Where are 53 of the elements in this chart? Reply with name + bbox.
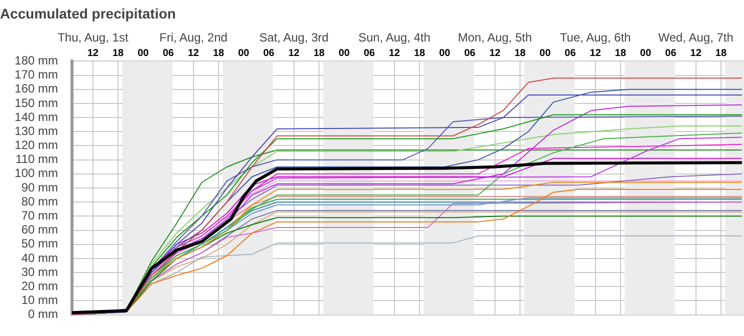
x-tick-label: 12	[288, 48, 300, 59]
x-tick-label: 06	[564, 48, 576, 59]
x-tick-label: 12	[388, 48, 400, 59]
x-tick-label: 06	[364, 48, 376, 59]
y-tick-label: 110 mm	[16, 152, 58, 166]
y-tick-label: 0 mm	[28, 307, 58, 322]
y-tick-label: 80 mm	[21, 194, 58, 208]
x-tick-label: 06	[263, 48, 275, 59]
x-tick-label: 00	[238, 48, 250, 59]
x-tick-label: 12	[690, 48, 702, 59]
y-tick-label: 100 mm	[14, 166, 58, 180]
y-tick-label: 150 mm	[14, 96, 58, 110]
x-tick-label: 18	[112, 48, 124, 59]
y-tick-label: 20 mm	[21, 278, 58, 293]
x-tick-label: 18	[313, 48, 326, 59]
y-tick-label: 40 mm	[21, 250, 58, 265]
x2-tick-label: Tue, Aug, 6th	[560, 30, 631, 44]
y-tick-label: 140 mm	[14, 110, 58, 124]
x-tick-label: 18	[414, 48, 426, 59]
x-tick-label: 12	[590, 48, 602, 59]
x2-tick-label: Thu, Aug, 1st	[58, 30, 129, 44]
x2-tick-label: Sun, Aug, 4th	[358, 30, 430, 44]
x-tick-label: 00	[138, 48, 150, 59]
x-tick-label: 12	[489, 48, 501, 59]
x-tick-label: 18	[614, 48, 626, 59]
x-tick-label: 00	[640, 48, 652, 59]
x2-tick-label: Wed, Aug, 7th	[658, 30, 734, 44]
y-tick-label: 10 mm	[21, 293, 58, 308]
y-tick-label: 170 mm	[14, 68, 58, 82]
x-tick-label: 18	[212, 48, 225, 59]
x-tick-label: 00	[338, 48, 350, 59]
y-tick-label: 120 mm	[14, 138, 58, 152]
x-tick-label: 18	[514, 48, 526, 59]
x-tick-label: 06	[464, 48, 476, 59]
y-tick-label: 130 mm	[14, 124, 58, 138]
y-tick-label: 50 mm	[21, 236, 58, 251]
chart-title: Accumulated precipitation	[0, 5, 176, 22]
x-tick-label: 18	[715, 48, 727, 59]
x2-tick-label: Fri, Aug, 2nd	[159, 30, 228, 44]
y-tick-label: 160 mm	[14, 82, 58, 96]
x2-tick-label: Mon, Aug, 5th	[458, 30, 532, 44]
y-tick-label: 70 mm	[21, 208, 58, 222]
y-tick-label: 90 mm	[21, 180, 58, 194]
y-tick-label: 60 mm	[21, 222, 58, 237]
x2-tick-label: Sat, Aug, 3rd	[259, 30, 329, 44]
x-tick-label: 00	[540, 48, 552, 59]
x-tick-label: 00	[439, 48, 451, 59]
x-tick-label: 06	[162, 48, 174, 59]
x-tick-label: 12	[87, 48, 99, 59]
x-tick-label: 06	[665, 48, 677, 59]
x-tick-label: 12	[188, 48, 200, 59]
y-tick-label: 30 mm	[21, 264, 58, 279]
y-tick-label: 180 mm	[14, 54, 58, 68]
